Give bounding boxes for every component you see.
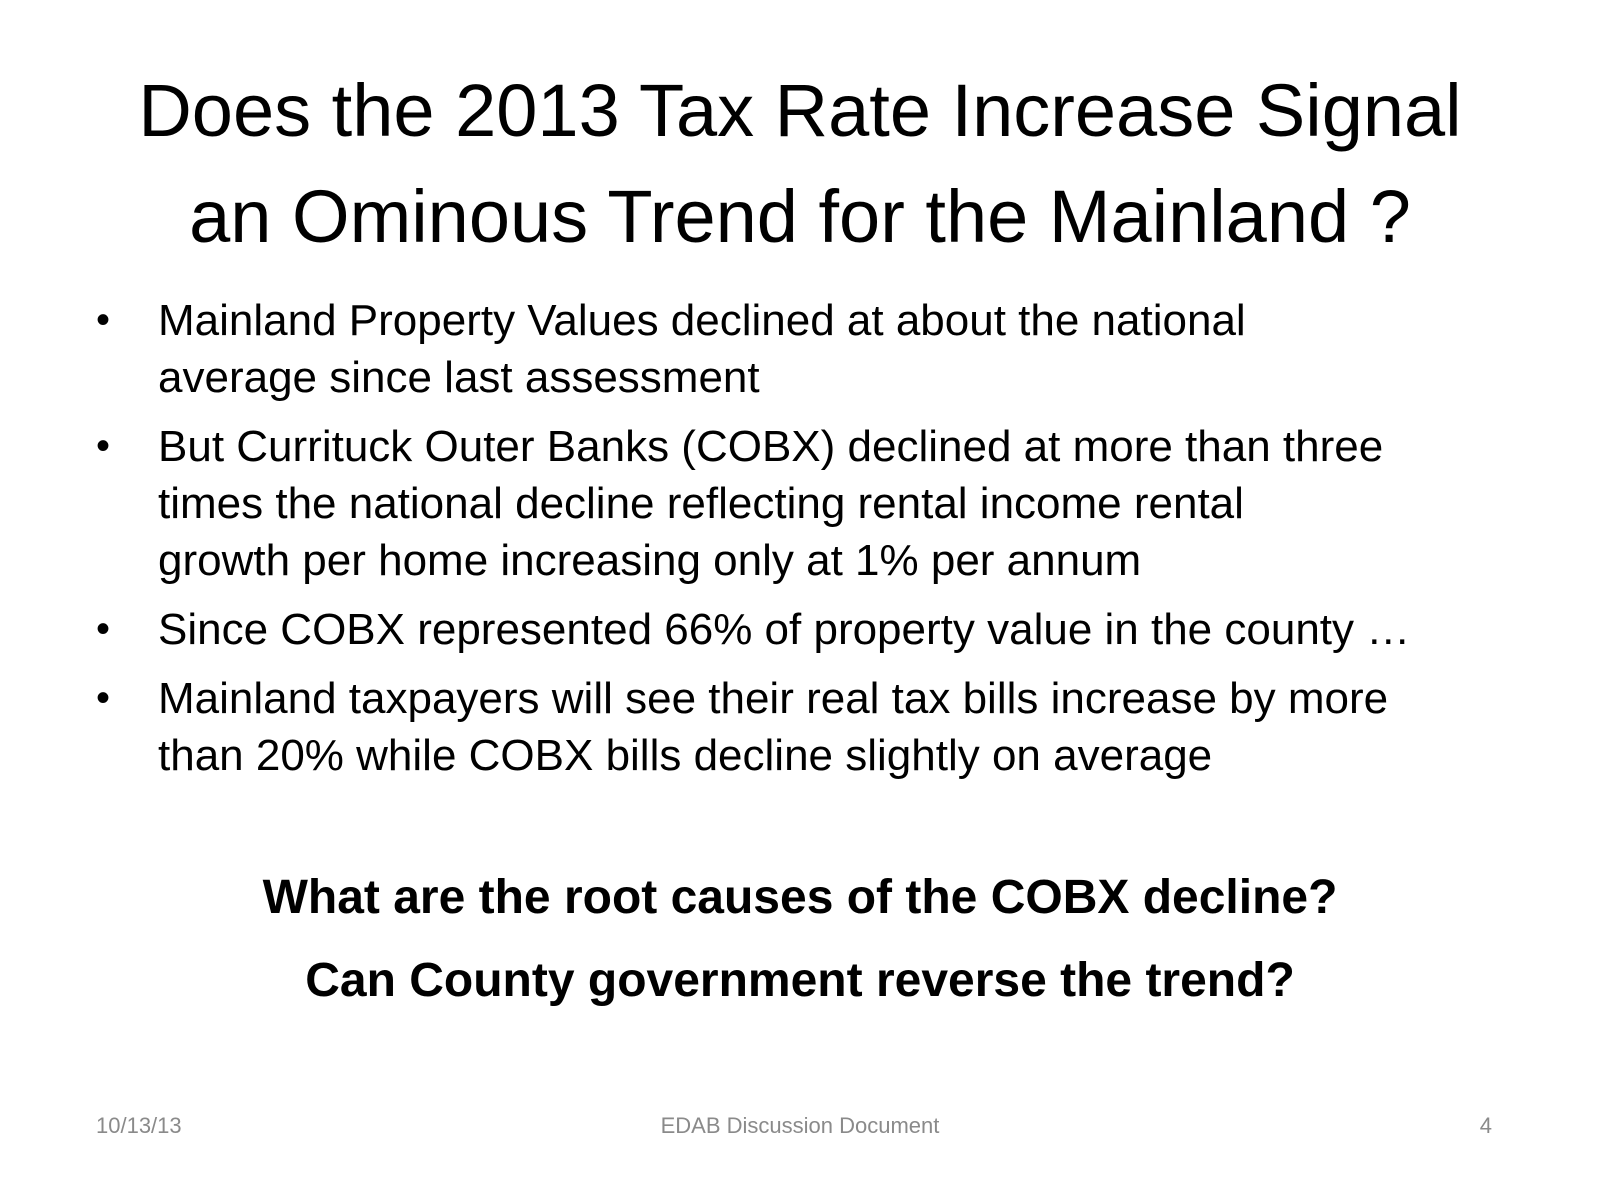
footer-date: 10/13/13 bbox=[96, 1113, 182, 1138]
footer-page-number: 4 bbox=[1479, 1113, 1492, 1138]
title-line-2: an Ominous Trend for the Mainland ? bbox=[189, 175, 1411, 258]
bullet-text-line: growth per home increasing only at 1% pe… bbox=[158, 536, 1142, 585]
question-reverse-trend: Can County government reverse the trend? bbox=[305, 954, 1295, 1007]
footer-document-label: EDAB Discussion Document bbox=[660, 1113, 940, 1138]
bullet-list: • Mainland Property Values declined at a… bbox=[90, 292, 1550, 796]
bullet-item: • But Currituck Outer Banks (COBX) decli… bbox=[90, 418, 1550, 589]
bullet-text-line: Since COBX represented 66% of property v… bbox=[158, 605, 1411, 654]
bullet-text-line: But Currituck Outer Banks (COBX) decline… bbox=[158, 422, 1384, 471]
bullet-item: • Since COBX represented 66% of property… bbox=[90, 601, 1550, 658]
bullet-item: • Mainland Property Values declined at a… bbox=[90, 292, 1550, 406]
bullet-icon: • bbox=[96, 676, 111, 720]
bullet-icon: • bbox=[96, 607, 111, 651]
key-questions: What are the root causes of the COBX dec… bbox=[60, 856, 1540, 1022]
bullet-text-line: than 20% while COBX bills decline slight… bbox=[158, 731, 1213, 780]
slide-title: Does the 2013 Tax Rate Increase Signal a… bbox=[60, 58, 1540, 270]
bullet-icon: • bbox=[96, 424, 111, 468]
question-root-causes: What are the root causes of the COBX dec… bbox=[262, 871, 1338, 924]
bullet-text-line: Mainland Property Values declined at abo… bbox=[158, 296, 1246, 345]
bullet-text-line: times the national decline reflecting re… bbox=[158, 479, 1244, 528]
bullet-text-line: average since last assessment bbox=[158, 353, 760, 402]
bullet-item: • Mainland taxpayers will see their real… bbox=[90, 670, 1550, 784]
bullet-text-line: Mainland taxpayers will see their real t… bbox=[158, 674, 1389, 723]
title-line-1: Does the 2013 Tax Rate Increase Signal bbox=[138, 69, 1462, 152]
bullet-icon: • bbox=[96, 298, 111, 342]
